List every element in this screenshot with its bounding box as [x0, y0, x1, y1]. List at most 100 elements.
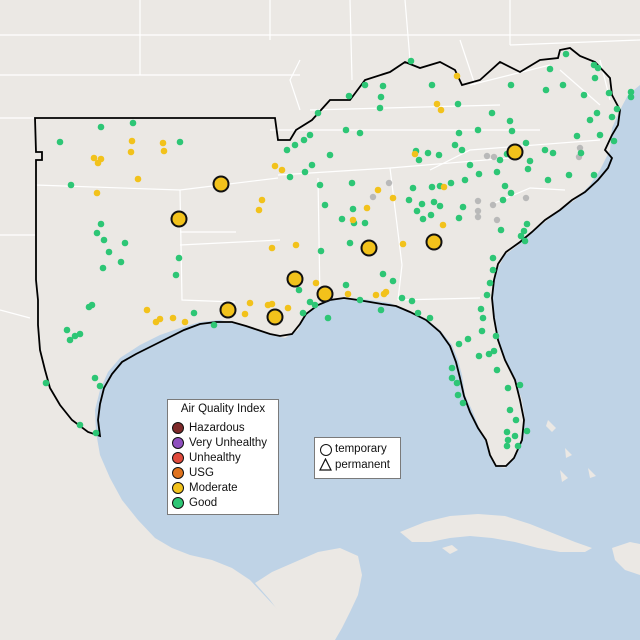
moderate-site-marker[interactable]	[439, 221, 447, 229]
good-site-marker[interactable]	[493, 168, 501, 176]
good-site-marker[interactable]	[522, 139, 530, 147]
good-site-marker[interactable]	[56, 138, 64, 146]
good-site-marker[interactable]	[520, 227, 528, 235]
moderate-temporary-site-marker[interactable]	[219, 301, 237, 319]
moderate-site-marker[interactable]	[278, 166, 286, 174]
good-site-marker[interactable]	[544, 176, 552, 184]
moderate-site-marker[interactable]	[440, 183, 448, 191]
good-site-marker[interactable]	[129, 119, 137, 127]
good-site-marker[interactable]	[76, 330, 84, 338]
good-site-marker[interactable]	[455, 214, 463, 222]
no-data-site-marker[interactable]	[385, 179, 393, 187]
moderate-site-marker[interactable]	[90, 154, 98, 162]
good-site-marker[interactable]	[478, 327, 486, 335]
good-site-marker[interactable]	[497, 226, 505, 234]
good-site-marker[interactable]	[565, 171, 573, 179]
good-site-marker[interactable]	[577, 149, 585, 157]
good-site-marker[interactable]	[448, 364, 456, 372]
good-site-marker[interactable]	[516, 381, 524, 389]
moderate-site-marker[interactable]	[433, 100, 441, 108]
moderate-site-marker[interactable]	[258, 196, 266, 204]
moderate-site-marker[interactable]	[127, 148, 135, 156]
moderate-site-marker[interactable]	[349, 216, 357, 224]
good-site-marker[interactable]	[379, 270, 387, 278]
good-site-marker[interactable]	[503, 428, 511, 436]
good-site-marker[interactable]	[507, 81, 515, 89]
good-site-marker[interactable]	[454, 100, 462, 108]
moderate-temporary-site-marker[interactable]	[266, 308, 284, 326]
good-site-marker[interactable]	[295, 286, 303, 294]
good-site-marker[interactable]	[409, 184, 417, 192]
no-data-site-marker[interactable]	[474, 213, 482, 221]
moderate-site-marker[interactable]	[94, 159, 102, 167]
good-site-marker[interactable]	[97, 123, 105, 131]
good-site-marker[interactable]	[426, 314, 434, 322]
good-site-marker[interactable]	[428, 183, 436, 191]
no-data-site-marker[interactable]	[369, 193, 377, 201]
good-site-marker[interactable]	[459, 399, 467, 407]
good-site-marker[interactable]	[627, 88, 635, 96]
good-site-marker[interactable]	[105, 248, 113, 256]
good-site-marker[interactable]	[447, 179, 455, 187]
good-site-marker[interactable]	[627, 93, 635, 101]
good-site-marker[interactable]	[117, 258, 125, 266]
good-site-marker[interactable]	[489, 254, 497, 262]
no-data-site-marker[interactable]	[576, 144, 584, 152]
good-site-marker[interactable]	[586, 116, 594, 124]
good-site-marker[interactable]	[521, 237, 529, 245]
good-site-marker[interactable]	[210, 321, 218, 329]
good-site-marker[interactable]	[459, 203, 467, 211]
good-site-marker[interactable]	[475, 170, 483, 178]
good-site-marker[interactable]	[92, 429, 100, 437]
good-site-marker[interactable]	[301, 168, 309, 176]
good-site-marker[interactable]	[356, 296, 364, 304]
moderate-temporary-site-marker[interactable]	[170, 210, 188, 228]
good-site-marker[interactable]	[613, 105, 621, 113]
moderate-site-marker[interactable]	[160, 147, 168, 155]
good-site-marker[interactable]	[517, 232, 525, 240]
good-site-marker[interactable]	[526, 157, 534, 165]
good-site-marker[interactable]	[455, 129, 463, 137]
good-site-marker[interactable]	[348, 179, 356, 187]
good-site-marker[interactable]	[488, 109, 496, 117]
good-site-marker[interactable]	[66, 336, 74, 344]
moderate-site-marker[interactable]	[411, 150, 419, 158]
good-site-marker[interactable]	[321, 201, 329, 209]
good-site-marker[interactable]	[407, 57, 415, 65]
good-site-marker[interactable]	[361, 219, 369, 227]
moderate-site-marker[interactable]	[246, 299, 254, 307]
moderate-site-marker[interactable]	[181, 318, 189, 326]
good-site-marker[interactable]	[464, 335, 472, 343]
good-site-marker[interactable]	[345, 92, 353, 100]
good-site-marker[interactable]	[85, 303, 93, 311]
good-site-marker[interactable]	[389, 277, 397, 285]
good-site-marker[interactable]	[314, 109, 322, 117]
good-site-marker[interactable]	[610, 137, 618, 145]
good-site-marker[interactable]	[379, 82, 387, 90]
good-site-marker[interactable]	[424, 149, 432, 157]
good-site-marker[interactable]	[485, 350, 493, 358]
moderate-site-marker[interactable]	[128, 137, 136, 145]
moderate-site-marker[interactable]	[93, 189, 101, 197]
good-site-marker[interactable]	[501, 182, 509, 190]
good-site-marker[interactable]	[190, 309, 198, 317]
no-data-site-marker[interactable]	[522, 194, 530, 202]
good-site-marker[interactable]	[546, 65, 554, 73]
moderate-site-marker[interactable]	[380, 290, 388, 298]
good-site-marker[interactable]	[346, 239, 354, 247]
good-site-marker[interactable]	[477, 305, 485, 313]
good-site-marker[interactable]	[308, 161, 316, 169]
good-site-marker[interactable]	[286, 173, 294, 181]
moderate-temporary-site-marker[interactable]	[360, 239, 378, 257]
good-site-marker[interactable]	[342, 281, 350, 289]
no-data-site-marker[interactable]	[474, 207, 482, 215]
good-site-marker[interactable]	[524, 165, 532, 173]
moderate-site-marker[interactable]	[284, 304, 292, 312]
moderate-site-marker[interactable]	[399, 240, 407, 248]
good-site-marker[interactable]	[408, 297, 416, 305]
good-site-marker[interactable]	[91, 374, 99, 382]
moderate-site-marker[interactable]	[374, 186, 382, 194]
good-site-marker[interactable]	[96, 382, 104, 390]
moderate-site-marker[interactable]	[437, 106, 445, 114]
no-data-site-marker[interactable]	[489, 201, 497, 209]
